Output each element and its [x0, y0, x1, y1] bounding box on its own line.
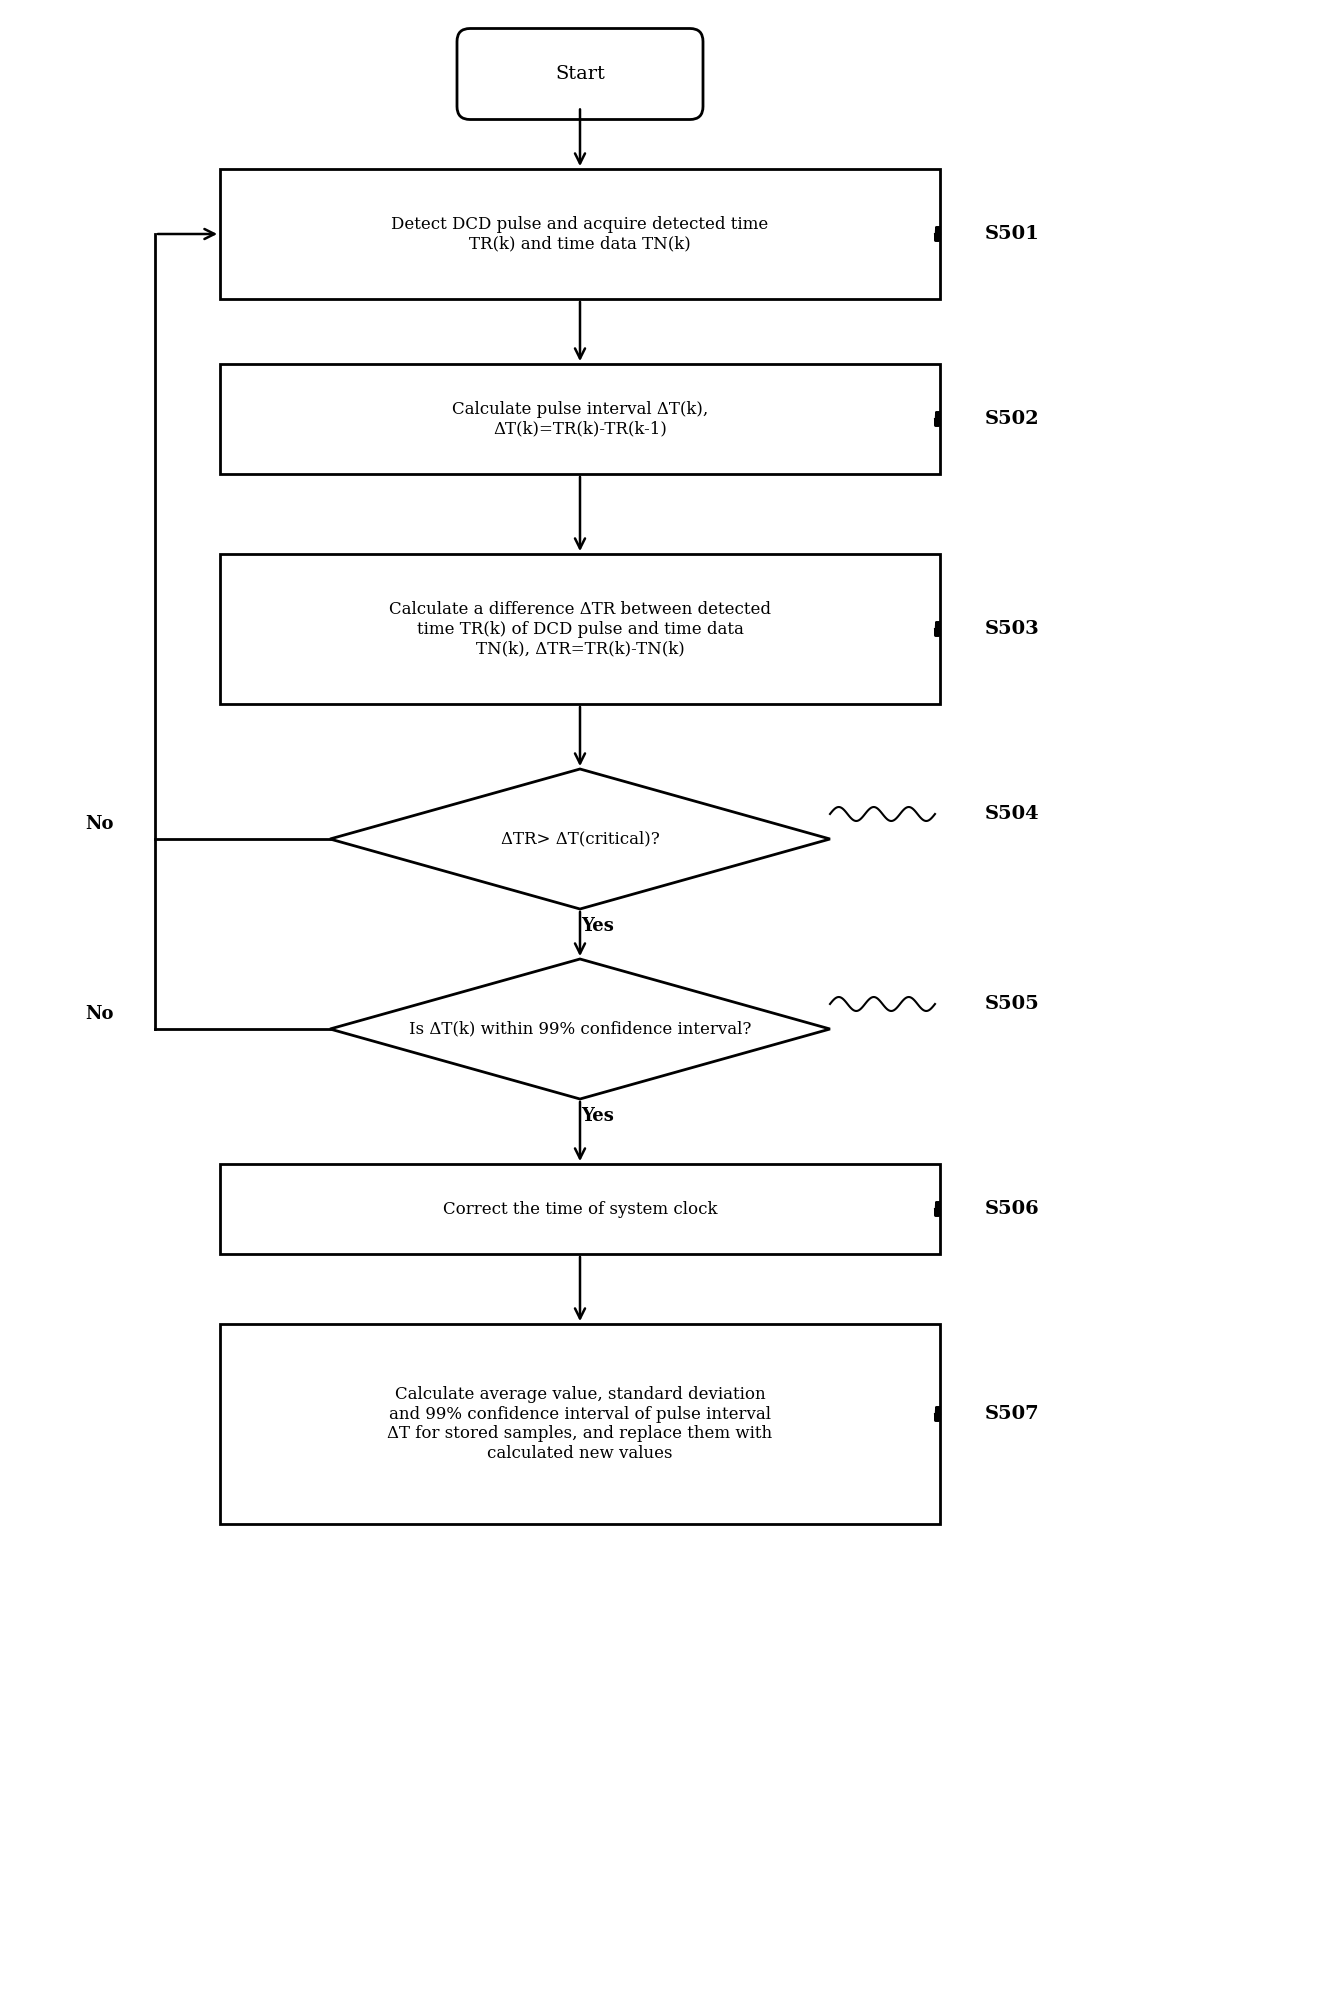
Text: Start: Start	[555, 64, 604, 82]
Text: S501: S501	[984, 224, 1041, 242]
Polygon shape	[329, 960, 830, 1098]
Text: No: No	[85, 816, 115, 834]
Bar	[220, 168, 940, 299]
Text: ΔTR> ΔT(critical)?: ΔTR> ΔT(critical)?	[500, 830, 659, 848]
Text: Yes: Yes	[582, 1106, 615, 1124]
Text: S506: S506	[984, 1200, 1039, 1218]
Text: Detect DCD pulse and acquire detected time
TR(k) and time data TN(k): Detect DCD pulse and acquire detected ti…	[391, 216, 768, 253]
Text: No: No	[85, 1004, 115, 1022]
Text: Calculate a difference ΔTR between detected
time TR(k) of DCD pulse and time dat: Calculate a difference ΔTR between detec…	[390, 601, 771, 657]
FancyBboxPatch shape	[458, 28, 703, 120]
Bar	[220, 1164, 940, 1255]
Text: Correct the time of system clock: Correct the time of system clock	[443, 1200, 718, 1218]
Bar	[220, 1325, 940, 1523]
Bar	[220, 553, 940, 703]
Text: Yes: Yes	[582, 918, 615, 936]
Polygon shape	[329, 770, 830, 910]
Text: Calculate pulse interval ΔT(k),
ΔT(k)=TR(k)-TR(k-1): Calculate pulse interval ΔT(k), ΔT(k)=TR…	[452, 401, 708, 437]
Text: S503: S503	[984, 619, 1039, 637]
Text: S502: S502	[984, 411, 1039, 429]
Text: S504: S504	[984, 806, 1039, 824]
Text: Is ΔT(k) within 99% confidence interval?: Is ΔT(k) within 99% confidence interval?	[408, 1020, 751, 1038]
Text: Calculate average value, standard deviation
and 99% confidence interval of pulse: Calculate average value, standard deviat…	[387, 1387, 772, 1461]
Text: S505: S505	[984, 996, 1039, 1012]
Bar	[220, 365, 940, 475]
Text: S507: S507	[984, 1405, 1039, 1423]
